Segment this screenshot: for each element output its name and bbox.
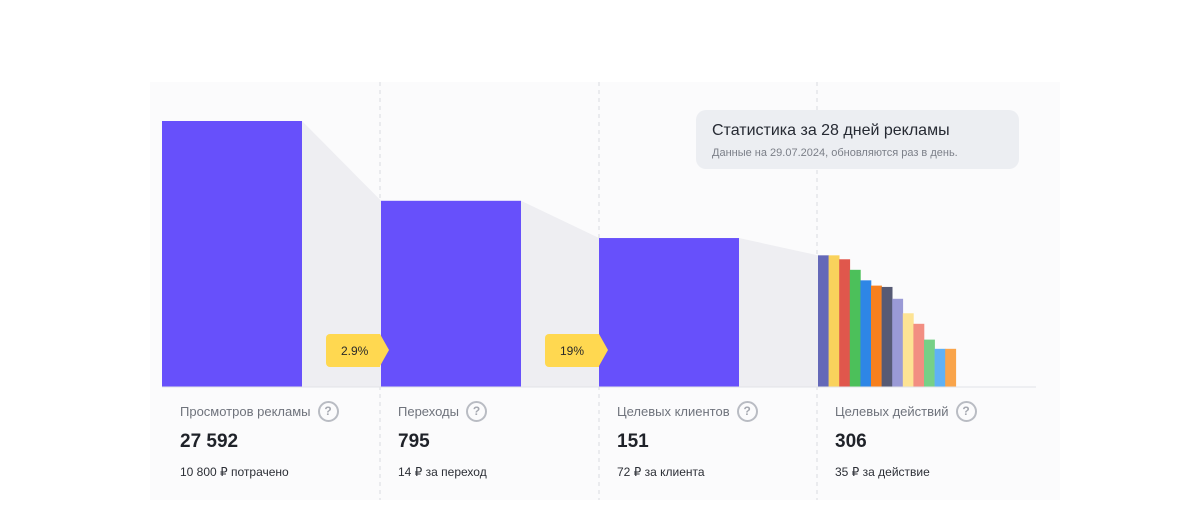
metric-target-clients: Целевых клиентов ? 151 72 ₽ за клиента xyxy=(617,400,817,479)
question-circle-icon[interactable]: ? xyxy=(955,400,977,422)
action-breakdown-bar xyxy=(871,285,882,387)
action-breakdown-bar xyxy=(924,339,935,387)
action-breakdown-bar xyxy=(818,255,829,387)
action-breakdown-bar xyxy=(839,259,851,387)
question-circle-icon[interactable]: ? xyxy=(465,400,487,422)
metric-value: 306 xyxy=(835,431,867,452)
action-breakdown-bar xyxy=(860,280,872,387)
funnel-bar-1 xyxy=(162,121,302,387)
action-breakdown-bar xyxy=(892,298,904,387)
funnel-band xyxy=(739,238,818,387)
conversion-badge-2: 19% xyxy=(545,334,608,367)
metric-note: 10 800 ₽ потрачено xyxy=(180,465,289,479)
metric-clicks: Переходы ? 795 14 ₽ за переход xyxy=(398,400,598,479)
metric-value: 151 xyxy=(617,431,649,452)
metric-note: 72 ₽ за клиента xyxy=(617,465,705,479)
metric-label: Целевых клиентов xyxy=(617,403,730,419)
metric-label: Целевых действий xyxy=(835,403,949,419)
funnel-band xyxy=(302,121,381,387)
funnel-bar-3 xyxy=(599,238,739,387)
stats-title: Статистика за 28 дней рекламы xyxy=(712,122,950,139)
metric-impressions: Просмотров рекламы ? 27 592 10 800 ₽ пот… xyxy=(180,400,380,479)
metric-label: Просмотров рекламы xyxy=(180,403,311,419)
metric-value: 795 xyxy=(398,431,430,452)
metric-target-actions: Целевых действий ? 306 35 ₽ за действие xyxy=(835,400,1035,479)
action-breakdown-bar xyxy=(849,269,861,387)
action-breakdown-bar xyxy=(828,255,840,387)
metric-note: 14 ₽ за переход xyxy=(398,465,487,479)
stats-subtitle: Данные на 29.07.2024, обновляются раз в … xyxy=(712,147,958,159)
metric-label: Переходы xyxy=(398,403,459,419)
conversion-badge-1: 2.9% xyxy=(326,334,389,367)
funnel-bar-2 xyxy=(381,200,521,387)
action-breakdown-bar xyxy=(881,286,893,387)
action-breakdown-bar xyxy=(934,348,946,387)
question-circle-icon[interactable]: ? xyxy=(736,400,758,422)
action-breakdown-bar xyxy=(902,313,914,387)
question-circle-icon[interactable]: ? xyxy=(317,400,339,422)
action-breakdown-bar xyxy=(913,323,925,387)
metric-note: 35 ₽ за действие xyxy=(835,465,930,479)
stats-info-box: Статистика за 28 дней рекламы Данные на … xyxy=(696,110,1019,169)
metric-value: 27 592 xyxy=(180,431,239,452)
action-breakdown-bar xyxy=(945,348,957,387)
